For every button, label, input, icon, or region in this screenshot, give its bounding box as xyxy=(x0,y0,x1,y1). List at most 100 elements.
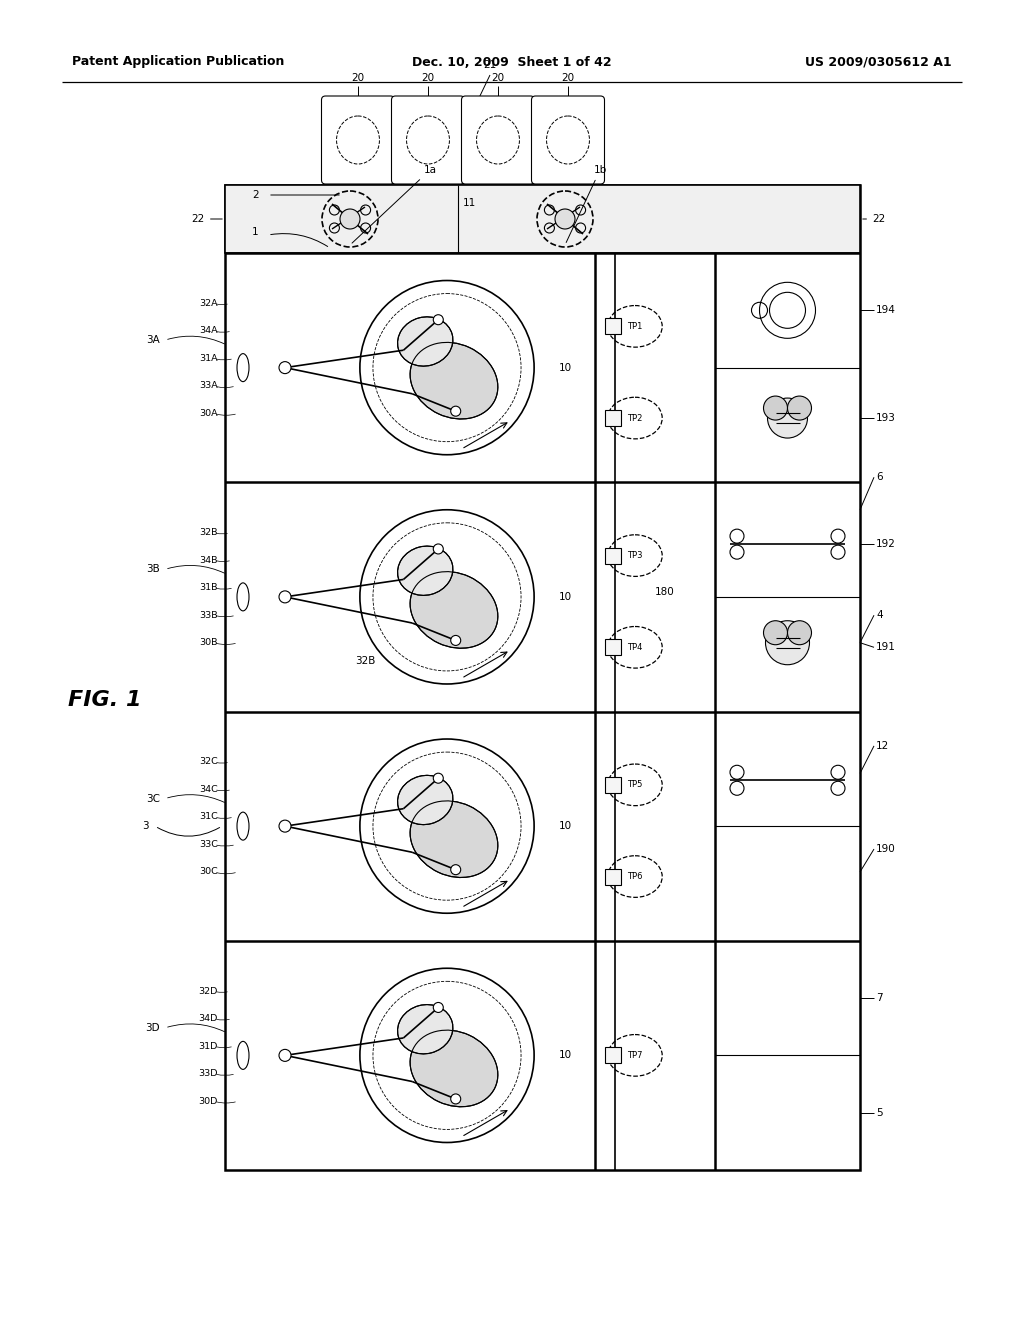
Text: 180: 180 xyxy=(655,587,675,597)
Bar xyxy=(605,1047,621,1064)
Bar xyxy=(605,411,621,426)
Text: 1b: 1b xyxy=(566,165,606,243)
Bar xyxy=(605,318,621,334)
Text: 20: 20 xyxy=(492,73,505,83)
Circle shape xyxy=(433,544,443,554)
Text: 2: 2 xyxy=(252,190,259,201)
Text: FIG. 1: FIG. 1 xyxy=(68,690,141,710)
FancyBboxPatch shape xyxy=(391,96,465,183)
Text: 20: 20 xyxy=(351,73,365,83)
Text: 20: 20 xyxy=(561,73,574,83)
Circle shape xyxy=(279,591,291,603)
Text: 3C: 3C xyxy=(146,793,160,804)
Ellipse shape xyxy=(397,546,453,595)
Text: 193: 193 xyxy=(876,413,896,422)
Circle shape xyxy=(555,209,575,228)
Bar xyxy=(605,777,621,793)
Text: 33A: 33A xyxy=(200,381,218,391)
Circle shape xyxy=(787,620,811,644)
Text: 6: 6 xyxy=(876,473,883,482)
Text: 34A: 34A xyxy=(200,326,218,335)
Text: 10: 10 xyxy=(558,591,571,602)
Text: TP2: TP2 xyxy=(628,413,643,422)
Circle shape xyxy=(433,774,443,783)
Ellipse shape xyxy=(397,1005,453,1053)
Text: Patent Application Publication: Patent Application Publication xyxy=(72,55,285,69)
Text: TP1: TP1 xyxy=(628,322,643,331)
Bar xyxy=(225,185,860,253)
Text: 3B: 3B xyxy=(146,565,160,574)
Text: 31A: 31A xyxy=(200,354,218,363)
Ellipse shape xyxy=(410,1030,498,1106)
Text: 33B: 33B xyxy=(200,611,218,619)
Text: 34C: 34C xyxy=(200,785,218,793)
Text: TP5: TP5 xyxy=(628,780,643,789)
Text: 22: 22 xyxy=(191,214,222,224)
Text: 30C: 30C xyxy=(200,867,218,876)
Ellipse shape xyxy=(397,775,453,825)
Text: 21: 21 xyxy=(483,59,497,70)
Bar xyxy=(605,548,621,564)
Text: TP6: TP6 xyxy=(628,873,643,880)
Text: 32A: 32A xyxy=(200,298,218,308)
Circle shape xyxy=(451,865,461,875)
Text: 3A: 3A xyxy=(146,335,160,345)
Text: 11: 11 xyxy=(463,198,476,209)
Text: 30A: 30A xyxy=(200,409,218,418)
Bar xyxy=(225,185,860,1170)
Ellipse shape xyxy=(410,572,498,648)
Text: 32C: 32C xyxy=(200,758,218,767)
Text: 5: 5 xyxy=(876,1107,883,1118)
Circle shape xyxy=(451,1094,461,1104)
Text: 30B: 30B xyxy=(200,639,218,647)
Text: 32B: 32B xyxy=(355,656,376,667)
Text: 12: 12 xyxy=(876,741,889,751)
Ellipse shape xyxy=(397,317,453,366)
Ellipse shape xyxy=(410,801,498,878)
Text: 33C: 33C xyxy=(199,840,218,849)
Text: US 2009/0305612 A1: US 2009/0305612 A1 xyxy=(805,55,952,69)
Text: 34B: 34B xyxy=(200,556,218,565)
Text: 191: 191 xyxy=(876,643,896,652)
Text: 194: 194 xyxy=(876,305,896,315)
Text: 10: 10 xyxy=(558,821,571,832)
Text: 1: 1 xyxy=(252,227,259,238)
Circle shape xyxy=(764,620,787,644)
Circle shape xyxy=(279,1049,291,1061)
Text: TP4: TP4 xyxy=(628,643,643,652)
Text: 3D: 3D xyxy=(145,1023,160,1032)
Circle shape xyxy=(768,399,808,438)
FancyBboxPatch shape xyxy=(322,96,394,183)
Text: 31B: 31B xyxy=(200,583,218,593)
Bar xyxy=(605,639,621,655)
Circle shape xyxy=(451,407,461,416)
Bar xyxy=(605,869,621,884)
Text: 32D: 32D xyxy=(199,986,218,995)
Text: TP7: TP7 xyxy=(628,1051,643,1060)
Text: 30D: 30D xyxy=(199,1097,218,1106)
Text: 10: 10 xyxy=(558,363,571,372)
Circle shape xyxy=(787,396,811,420)
Text: 192: 192 xyxy=(876,539,896,549)
Text: 3: 3 xyxy=(142,821,148,832)
FancyBboxPatch shape xyxy=(462,96,535,183)
Text: 33D: 33D xyxy=(199,1069,218,1078)
Text: 31C: 31C xyxy=(200,812,218,821)
Circle shape xyxy=(340,209,360,228)
Text: Dec. 10, 2009  Sheet 1 of 42: Dec. 10, 2009 Sheet 1 of 42 xyxy=(413,55,611,69)
FancyBboxPatch shape xyxy=(531,96,604,183)
Circle shape xyxy=(451,635,461,645)
Text: 32B: 32B xyxy=(200,528,218,537)
Text: TP3: TP3 xyxy=(628,552,643,560)
Text: 22: 22 xyxy=(863,214,886,224)
Text: 190: 190 xyxy=(876,843,896,854)
Circle shape xyxy=(433,314,443,325)
Text: 4: 4 xyxy=(876,610,883,620)
Text: 20: 20 xyxy=(422,73,434,83)
Text: 34D: 34D xyxy=(199,1014,218,1023)
Ellipse shape xyxy=(410,342,498,418)
Circle shape xyxy=(766,620,810,665)
Circle shape xyxy=(764,396,787,420)
Circle shape xyxy=(279,820,291,832)
Text: 7: 7 xyxy=(876,993,883,1003)
